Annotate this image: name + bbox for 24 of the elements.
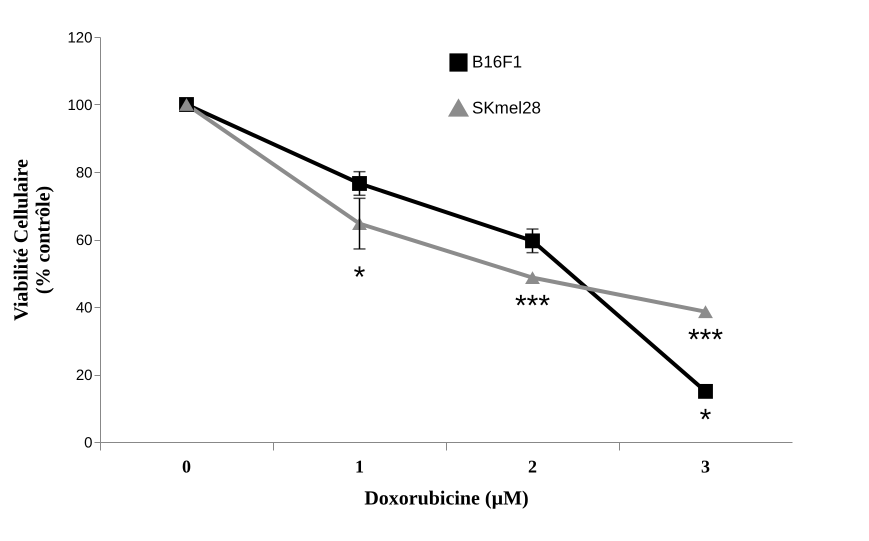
legend-label: B16F1	[472, 52, 522, 72]
point	[352, 176, 367, 191]
point	[525, 271, 540, 284]
y-tick-label: 100	[67, 97, 92, 114]
annotation: ***	[688, 324, 724, 357]
annotation: *	[700, 403, 712, 436]
point	[698, 305, 713, 318]
y-tick-label: 20	[76, 367, 92, 384]
x-tick-label: 3	[701, 456, 710, 476]
y-axis-title: Viabilité Cellulaire (% contrôle)	[10, 159, 54, 321]
y-tick-label: 60	[76, 232, 92, 249]
x-tick-label: 0	[182, 456, 191, 476]
y-tick-label: 40	[76, 300, 92, 316]
x-tick-label: 2	[528, 456, 537, 476]
x-tick-label: 1	[355, 456, 364, 476]
point	[525, 233, 540, 248]
legend-label: SKmel28	[472, 98, 541, 118]
x-axis-title: Doxorubicine (µM)	[364, 488, 529, 510]
y-tick-label: 80	[76, 164, 92, 182]
y-tick-label: 0	[84, 434, 92, 452]
annotation: *	[354, 260, 366, 294]
annotation: ***	[514, 290, 550, 323]
point	[698, 384, 713, 399]
y-tick-label: 120	[67, 30, 92, 46]
